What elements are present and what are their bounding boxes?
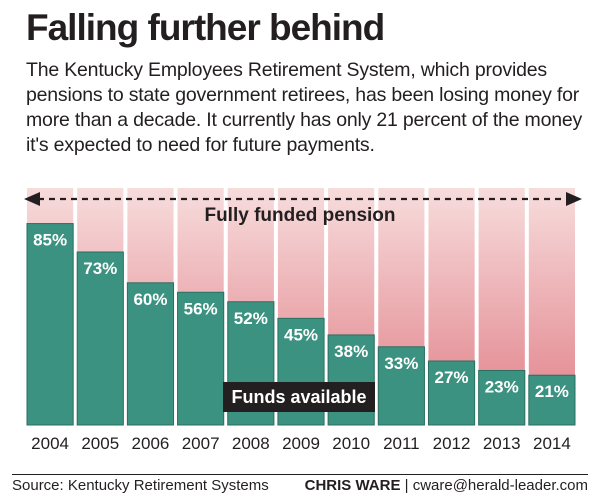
x-tick-2006: 2006 <box>132 434 170 453</box>
bar-2004 <box>26 223 74 426</box>
value-label-2013: 23% <box>485 377 519 396</box>
funds-available-label: Funds available <box>231 387 366 407</box>
bar-2007 <box>177 291 225 426</box>
x-axis-labels-group: 2004 2005 2006 2007 2008 2009 2010 2011 2012 2013… <box>31 434 571 453</box>
value-label-2011: 33% <box>384 354 418 373</box>
bar-2006 <box>126 282 175 426</box>
credit-name: CHRIS WARE <box>304 477 401 494</box>
footer-rule <box>12 474 588 475</box>
value-label-2009: 45% <box>284 325 318 344</box>
bar-2014 <box>528 374 576 426</box>
x-tick-2013: 2013 <box>483 434 521 453</box>
funds-available-box <box>223 382 375 412</box>
value-labels-group: 85% 73% 60% 56% 52% 45% 38% 33% 27% 23% 21% <box>33 231 569 402</box>
x-tick-2008: 2008 <box>232 434 270 453</box>
value-label-2005: 73% <box>83 259 117 278</box>
full-funding-arrow <box>24 192 582 206</box>
bar-2013 <box>478 369 526 426</box>
x-tick-2012: 2012 <box>433 434 471 453</box>
value-label-2014: 21% <box>535 382 569 401</box>
intro-text: The Kentucky Employees Retirement System… <box>26 59 583 156</box>
x-tick-2009: 2009 <box>282 434 320 453</box>
headline: Falling further behind <box>26 7 385 48</box>
value-label-2008: 52% <box>234 309 268 328</box>
bars-group <box>26 223 576 426</box>
x-tick-2010: 2010 <box>332 434 370 453</box>
credit-email: cware@herald-leader.com <box>412 477 588 494</box>
x-tick-2004: 2004 <box>31 434 69 453</box>
value-label-2004: 85% <box>33 231 67 250</box>
arrow-left-head <box>24 192 40 206</box>
arrow-right-head <box>566 192 582 206</box>
value-label-2010: 38% <box>334 342 368 361</box>
x-tick-2014: 2014 <box>533 434 571 453</box>
bar-2012 <box>427 360 476 426</box>
credit-line: CHRIS WARE | cware@herald-leader.com <box>305 476 588 496</box>
bar-2005 <box>76 251 124 426</box>
value-label-2006: 60% <box>133 290 167 309</box>
x-tick-2005: 2005 <box>81 434 119 453</box>
value-label-2012: 27% <box>435 368 469 387</box>
x-tick-2011: 2011 <box>383 434 420 453</box>
bar-2011 <box>377 346 425 426</box>
value-label-2007: 56% <box>184 299 218 318</box>
x-tick-2007: 2007 <box>182 434 220 453</box>
credit-separator: | <box>400 477 413 494</box>
full-funding-label: Fully funded pension <box>204 205 395 226</box>
source-note: Source: Kentucky Retirement Systems <box>12 477 269 494</box>
